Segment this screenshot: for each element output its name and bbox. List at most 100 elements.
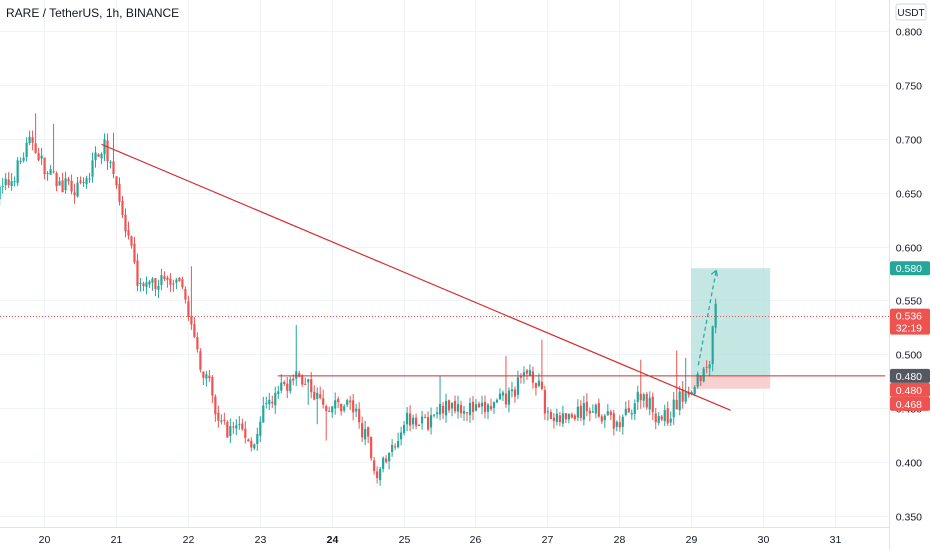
candle [606,403,609,417]
price-tag-stop[interactable]: 0.468 [890,396,930,411]
price-axis[interactable]: 0.8000.7500.7000.6500.6000.5500.5000.450… [896,27,922,524]
candle [546,407,549,421]
candle [441,402,445,420]
candle [55,171,58,192]
candle [579,400,582,422]
candle-body [687,392,690,396]
candle [609,409,612,420]
candle [223,412,226,425]
candle-body [325,406,328,411]
candle [696,371,699,389]
candle [672,391,675,425]
candle-body [408,413,412,426]
candle-body [109,161,112,164]
candle [483,395,487,419]
candle [660,415,663,422]
target-zone[interactable] [691,268,771,376]
time-axis[interactable]: 20 21 22 23 24 25 26 27 28 29 30 31 [39,534,842,546]
candle-body [367,427,370,437]
candle [31,130,34,151]
candle [504,356,508,408]
price-tag-countdown: 32:19 [896,323,922,335]
price-tag-target[interactable]: 0.580 [890,261,930,276]
candle-body [561,413,564,424]
candle [1,177,4,194]
price-tag-entry-sell[interactable]: 0.480 [890,382,930,397]
candle-body [259,421,262,436]
candle [307,378,310,405]
candle [669,411,672,427]
price-tag-entry[interactable]: 0.480 [890,368,930,383]
candle [241,418,244,431]
candle [91,152,94,183]
candle-body [0,186,1,200]
price-tag-label: 0.468 [896,399,922,411]
candle-body [166,277,169,280]
candle-body [340,403,343,412]
candle-body [85,178,88,185]
candle-body [513,389,517,397]
y-tick-label: 0.600 [896,243,922,255]
candle-body [187,301,190,317]
candle [591,404,594,413]
candle [414,413,418,430]
candle-body [528,370,532,376]
candle-body [295,371,298,379]
candle [379,466,382,486]
candle-body [510,389,514,392]
candle-body [435,412,439,415]
candle-body [22,157,25,161]
candle-body [139,282,142,285]
candle-body [178,277,181,282]
candle [85,175,88,189]
candle [148,280,151,288]
candle [624,401,627,417]
candle [70,174,73,195]
candle [196,332,199,353]
candle [642,392,645,408]
candle [615,420,618,432]
candle [172,279,175,292]
candle-body [331,406,334,413]
candle-body [675,399,678,410]
candle [130,235,133,249]
candle-body [537,380,541,386]
candle-body [157,285,160,290]
candle [166,275,169,288]
candle-body [106,140,109,162]
candle [382,456,385,473]
candle-body [429,415,433,428]
candle [97,153,100,157]
candle-body [711,326,714,365]
candle [408,405,412,432]
candle-body [519,375,523,378]
currency-badge[interactable] [895,3,927,21]
descending-trendline[interactable] [101,143,731,411]
candle-body [82,182,85,184]
candle [211,374,214,404]
candle [711,325,714,372]
candle-body [163,276,166,280]
candle-body [31,137,34,143]
candle [699,375,702,386]
x-tick-label: 27 [542,534,554,546]
candle-body [235,425,238,429]
candle [684,357,687,405]
candle-body [495,399,499,403]
candle [346,398,349,408]
projection-arrow[interactable] [697,270,717,366]
candle-body [265,402,268,404]
candle-body [199,351,202,370]
x-tick-label: 26 [470,534,482,546]
candle [310,372,313,399]
candle [648,391,651,416]
candle-body [468,402,472,416]
candle-body [286,383,289,391]
stop-zone[interactable] [691,375,771,389]
candle-body [142,283,145,287]
candle-body [555,413,558,422]
candle-body [19,160,22,162]
candle-body [226,421,229,438]
